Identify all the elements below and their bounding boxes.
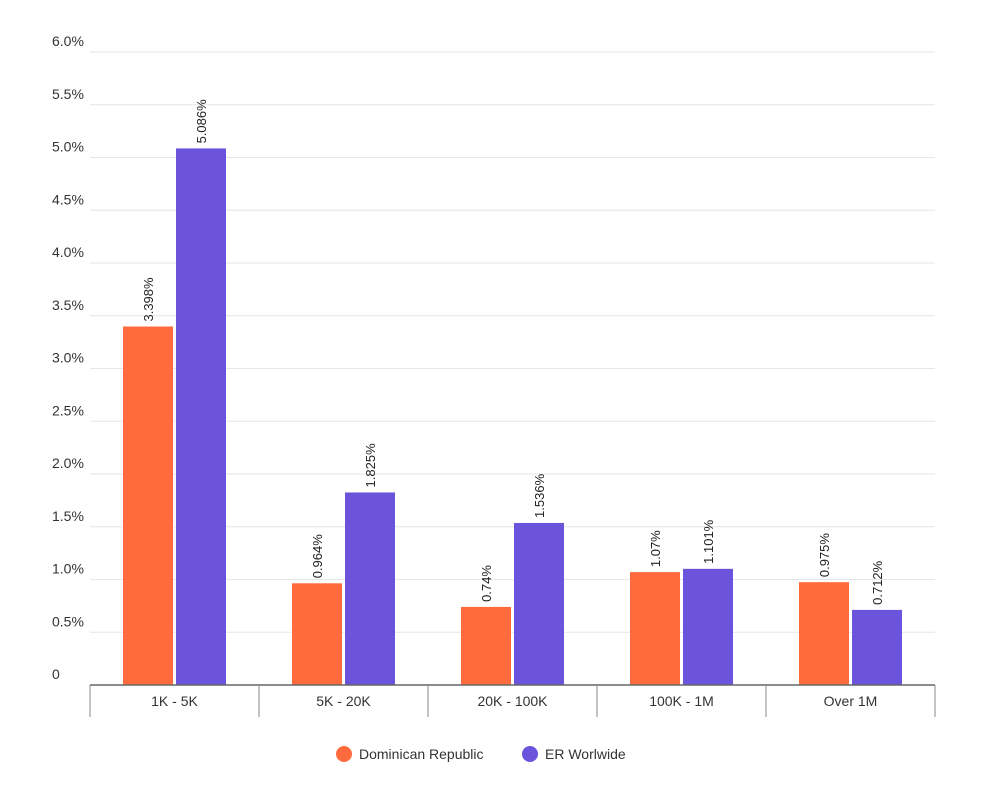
bar-value-label: 1.07% xyxy=(648,530,663,567)
x-category-label: Over 1M xyxy=(824,693,878,709)
bar-er-worlwide xyxy=(514,522,564,685)
bar-value-label: 1.825% xyxy=(363,443,378,488)
y-tick-label: 2.5% xyxy=(52,402,84,418)
bar-value-label: 0.712% xyxy=(870,560,885,605)
bar-er-worlwide xyxy=(176,148,226,685)
y-tick-label: 3.0% xyxy=(52,350,84,366)
bar-value-label: 1.536% xyxy=(532,473,547,518)
legend-label: ER Worlwide xyxy=(545,746,626,762)
y-tick-label: 1.0% xyxy=(52,561,84,577)
legend-swatch xyxy=(522,746,538,762)
bar-value-label: 5.086% xyxy=(194,99,209,144)
x-axis: 1K - 5K 5K - 20K 20K - 100K 100K - 1M Over 1… xyxy=(89,684,936,717)
legend-item-er-worlwide: ER Worlwide xyxy=(522,746,626,762)
bar-dominican-republic xyxy=(630,572,680,685)
bar-value-label: 0.74% xyxy=(479,565,494,602)
bar-value-label: 1.101% xyxy=(701,519,716,564)
bar-dominican-republic xyxy=(123,326,173,685)
bar-er-worlwide xyxy=(345,492,395,685)
legend-item-dominican-republic: Dominican Republic xyxy=(336,746,484,762)
bar-dominican-republic xyxy=(292,583,342,685)
bar-value-label: 0.975% xyxy=(817,533,832,578)
bar-value-label: 0.964% xyxy=(310,534,325,579)
y-tick-label: 1.5% xyxy=(52,508,84,524)
bar-er-worlwide xyxy=(683,568,733,685)
y-tick-label: 4.0% xyxy=(52,244,84,260)
data-labels: 3.398% 5.086% 0.964% 1.825% 0.74% 1.536% 1.07%… xyxy=(141,99,885,605)
y-tick-label: 4.5% xyxy=(52,191,84,207)
y-tick-label: 0 xyxy=(52,666,60,682)
bar-er-worlwide xyxy=(852,609,902,685)
legend: Dominican Republic ER Worlwide xyxy=(336,746,626,762)
x-category-label: 1K - 5K xyxy=(151,693,198,709)
bar-dominican-republic xyxy=(799,582,849,685)
x-category-label: 20K - 100K xyxy=(477,693,548,709)
y-tick-label: 5.0% xyxy=(52,139,84,155)
y-tick-label: 6.0% xyxy=(52,33,84,49)
y-tick-label: 2.0% xyxy=(52,455,84,471)
legend-label: Dominican Republic xyxy=(359,746,484,762)
bars xyxy=(123,148,902,685)
gridlines xyxy=(90,51,935,633)
bar-value-label: 3.398% xyxy=(141,277,156,322)
y-tick-label: 0.5% xyxy=(52,613,84,629)
y-tick-label: 3.5% xyxy=(52,297,84,313)
x-category-label: 5K - 20K xyxy=(316,693,371,709)
bar-dominican-republic xyxy=(461,606,511,685)
legend-swatch xyxy=(336,746,352,762)
y-axis-ticks: 0 0.5% 1.0% 1.5% 2.0% 2.5% 3.0% 3.5% 4.0% 4.5% 5.0… xyxy=(52,33,84,682)
y-tick-label: 5.5% xyxy=(52,86,84,102)
x-category-label: 100K - 1M xyxy=(649,693,714,709)
